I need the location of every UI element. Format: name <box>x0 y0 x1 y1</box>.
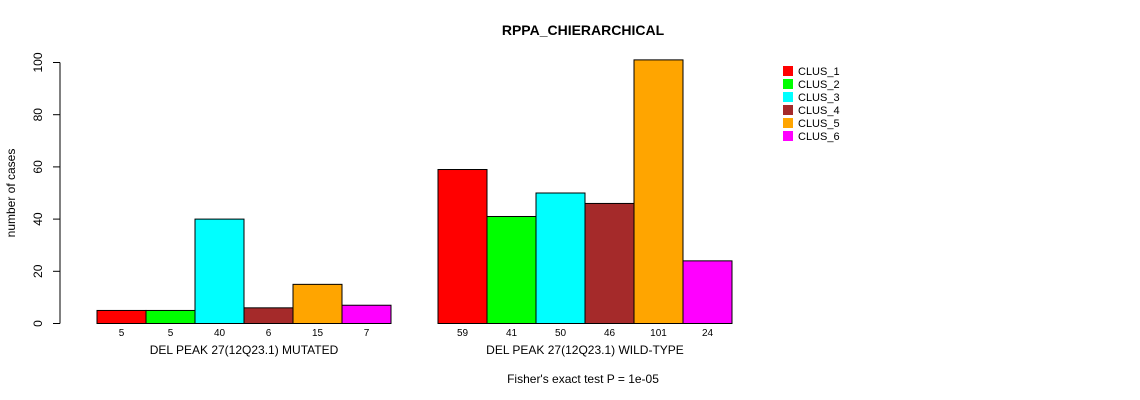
bar-count-label: 7 <box>364 328 370 339</box>
y-axis-tick-label: 0 <box>31 320 45 327</box>
legend-swatch <box>783 118 793 128</box>
y-axis-tick-label: 40 <box>31 212 45 226</box>
bar-count-label: 59 <box>457 328 469 339</box>
bar-clus-6 <box>341 304 392 325</box>
bar-clus-5 <box>292 283 343 325</box>
bar-clus-3 <box>194 218 245 325</box>
group-label: DEL PEAK 27(12Q23.1) WILD-TYPE <box>486 343 684 357</box>
bar-clus-2 <box>486 215 537 325</box>
bar-count-label: 5 <box>119 328 125 339</box>
fisher-test-footnote: Fisher's exact test P = 1e-05 <box>507 372 659 386</box>
bar-clus-3 <box>535 192 586 324</box>
bar-clus-1 <box>437 169 488 324</box>
legend-swatch <box>783 79 793 89</box>
chart-title: RPPA_CHIERARCHICAL <box>502 22 665 38</box>
bar-count-label: 46 <box>604 328 616 339</box>
y-axis-tick-label: 20 <box>31 264 45 278</box>
y-axis-tick-label: 100 <box>31 52 45 72</box>
bar-clus-5 <box>633 59 684 324</box>
legend-label: CLUS_4 <box>798 105 840 117</box>
bar-count-label: 5 <box>168 328 174 339</box>
bar-count-label: 50 <box>555 328 567 339</box>
group-label: DEL PEAK 27(12Q23.1) MUTATED <box>150 343 339 357</box>
y-axis-tick-label: 80 <box>31 108 45 122</box>
legend-label: CLUS_6 <box>798 131 840 143</box>
bar-clus-1 <box>96 309 147 325</box>
bar-clus-4 <box>243 307 294 324</box>
bar-count-label: 24 <box>702 328 714 339</box>
bar-clus-4 <box>584 202 635 324</box>
bar-count-label: 6 <box>266 328 272 339</box>
legend-swatch <box>783 92 793 102</box>
bar-clus-6 <box>682 260 733 324</box>
y-axis-title: number of cases <box>4 149 18 238</box>
legend-swatch <box>783 131 793 141</box>
legend-label: CLUS_5 <box>798 118 840 130</box>
y-axis-tick-label: 60 <box>31 160 45 174</box>
legend-label: CLUS_2 <box>798 79 840 91</box>
bar-count-label: 40 <box>214 328 226 339</box>
bar-clus-2 <box>145 309 196 325</box>
legend-swatch <box>783 105 793 115</box>
legend-label: CLUS_3 <box>798 92 840 104</box>
bar-count-label: 101 <box>650 328 667 339</box>
legend-swatch <box>783 66 793 76</box>
bar-count-label: 41 <box>506 328 518 339</box>
bar-count-label: 15 <box>312 328 324 339</box>
legend-label: CLUS_1 <box>798 66 840 78</box>
